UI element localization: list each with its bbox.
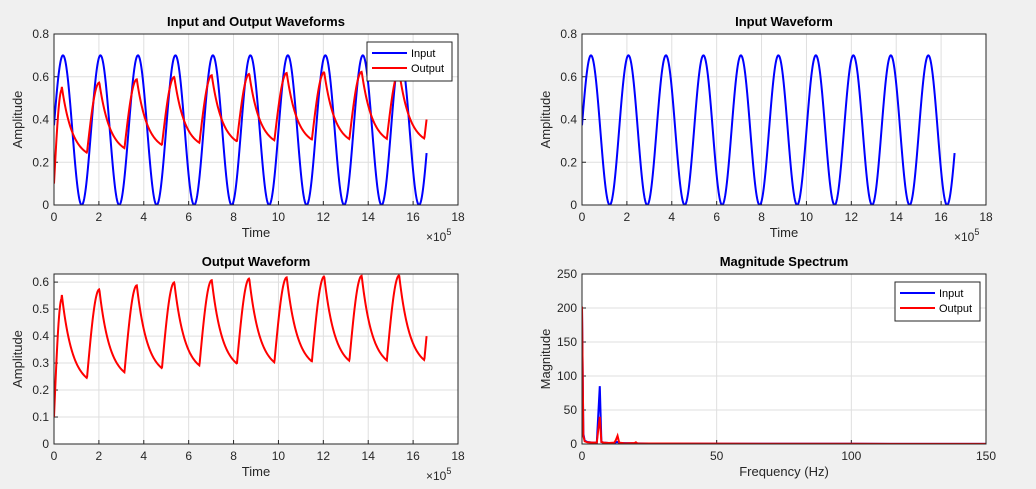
x-tick-label: 4 [668,210,675,224]
y-tick-label: 0.6 [560,70,577,84]
x-axis-label: Time [770,225,798,240]
legend-label-output: Output [939,303,972,315]
legend: Input Output [366,41,453,82]
x-tick-label: 6 [713,210,720,224]
x-tick-label: 16 [406,210,420,224]
x-axis-label: Time [242,225,270,240]
y-axis-label: Amplitude [538,91,553,149]
x-tick-label: 14 [890,210,904,224]
x-tick-label: 12 [317,449,331,463]
chart-title: Output Waveform [202,254,311,269]
y-tick-label: 150 [557,335,577,349]
y-tick-label: 0 [42,198,49,212]
x-tick-label: 0 [579,449,586,463]
x-tick-label: 12 [845,210,859,224]
y-tick-label: 0.6 [32,70,49,84]
chart-title: Input and Output Waveforms [167,14,345,29]
x-tick-label: 14 [362,449,376,463]
legend-label-output: Output [411,63,444,75]
x-tick-label: 10 [800,210,814,224]
y-tick-label: 250 [557,267,577,281]
x-axis-label: Time [242,464,270,479]
x-exponent: ×105 [954,227,979,244]
series-line-input [582,54,956,205]
y-tick-label: 0.4 [560,113,577,127]
x-tick-label: 2 [624,210,631,224]
x-tick-label: 2 [96,210,103,224]
x-tick-label: 8 [758,210,765,224]
x-tick-label: 100 [841,449,861,463]
x-tick-label: 18 [451,210,465,224]
chart-title: Magnitude Spectrum [720,254,849,269]
x-tick-label: 6 [185,449,192,463]
x-tick-label: 18 [451,449,465,463]
chart-1: 0 2 4 6 8 10 12 14 16 18 0 0.2 0.4 0.6 0.8 Input and Ou… [10,14,465,244]
x-tick-label: 16 [406,449,420,463]
series-line-input [54,54,428,205]
y-tick-label: 0.2 [32,383,49,397]
y-tick-label: 0.2 [560,155,577,169]
y-tick-label: 0.1 [32,410,49,424]
y-tick-label: 0 [570,198,577,212]
plot-area [54,274,458,444]
x-tick-label: 150 [976,449,996,463]
axes-box [581,273,987,445]
legend-box [366,41,453,82]
series-line-output [54,70,428,184]
chart-2: 0 2 4 6 8 10 12 14 16 18 0 0.2 0.4 0.6 0.8 Input Wavefo… [538,14,993,244]
legend-box [894,281,981,322]
x-tick-label: 16 [934,210,948,224]
x-axis-label: Frequency (Hz) [739,464,829,479]
axes-box [581,33,987,206]
x-tick-label: 0 [51,210,58,224]
legend: Input Output [894,281,981,322]
y-tick-label: 100 [557,369,577,383]
legend-label-input: Input [411,48,435,60]
x-tick-label: 12 [317,210,331,224]
series-line-output [54,274,428,418]
y-tick-label: 200 [557,301,577,315]
x-tick-label: 6 [185,210,192,224]
x-tick-label: 10 [272,449,286,463]
y-tick-label: 50 [564,403,578,417]
x-tick-label: 0 [51,449,58,463]
y-tick-label: 0.4 [32,329,49,343]
chart-title: Input Waveform [735,14,833,29]
series-line-output [582,306,986,444]
x-tick-label: 10 [272,210,286,224]
y-tick-label: 0.6 [32,275,49,289]
x-tick-label: 18 [979,210,993,224]
y-tick-label: 0.2 [32,155,49,169]
x-exponent: ×105 [426,466,451,483]
x-tick-label: 14 [362,210,376,224]
x-exponent: ×105 [426,227,451,244]
y-tick-label: 0.4 [32,113,49,127]
y-axis-label: Amplitude [10,330,25,388]
x-tick-label: 4 [140,210,147,224]
x-tick-label: 2 [96,449,103,463]
legend-label-input: Input [939,288,963,300]
x-tick-label: 4 [140,449,147,463]
y-axis-label: Magnitude [538,329,553,390]
x-tick-label: 50 [710,449,724,463]
y-axis-label: Amplitude [10,91,25,149]
y-tick-label: 0.8 [32,27,49,41]
axes-box [53,33,459,206]
x-tick-label: 8 [230,210,237,224]
y-tick-label: 0.5 [32,302,49,316]
y-tick-label: 0 [42,437,49,451]
chart-3: 0 2 4 6 8 10 12 14 16 18 0 0.1 0.2 0.3 0.4 0.5 0.6 Output… [10,254,465,483]
x-tick-label: 0 [579,210,586,224]
axes-box [53,273,459,445]
x-tick-label: 8 [230,449,237,463]
y-tick-label: 0.3 [32,356,49,370]
y-tick-label: 0.8 [560,27,577,41]
chart-4: 0 50 100 150 0 50 100 150 200 250 Magnitude Spectr… [538,254,996,479]
y-tick-label: 0 [570,437,577,451]
